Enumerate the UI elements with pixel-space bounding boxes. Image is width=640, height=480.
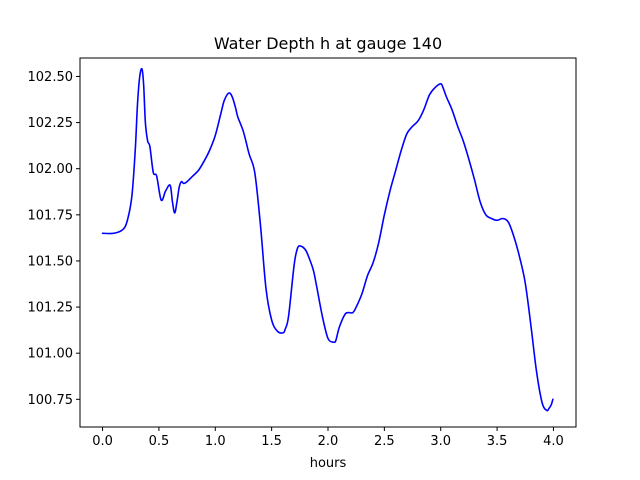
series-layer xyxy=(101,67,554,412)
x-tick-label: 3.0 xyxy=(430,434,451,449)
y-axis: 100.75 101.00 101.25 101.50 101.75 102.00 102.… xyxy=(28,70,80,408)
y-tick-label: 102.50 xyxy=(28,70,74,85)
y-tick-label: 102.25 xyxy=(28,116,74,131)
x-tick-label: 1.5 xyxy=(261,434,282,449)
y-tick-label: 100.75 xyxy=(28,393,74,408)
y-tick-label: 101.50 xyxy=(28,254,74,269)
x-tick-label: 0.5 xyxy=(149,434,170,449)
x-tick-label: 0.0 xyxy=(92,434,113,449)
y-tick-label: 101.25 xyxy=(28,301,74,316)
chart-title: Water Depth h at gauge 140 xyxy=(214,34,442,53)
y-tick-label: 102.00 xyxy=(28,162,74,177)
x-axis-label: hours xyxy=(310,456,347,471)
x-tick-label: 2.5 xyxy=(374,434,395,449)
x-tick-label: 1.0 xyxy=(205,434,226,449)
x-tick-label: 3.5 xyxy=(487,434,508,449)
y-tick-label: 101.00 xyxy=(28,347,74,362)
x-tick-label: 2.0 xyxy=(318,434,339,449)
y-tick-label: 101.75 xyxy=(28,208,74,223)
series-line-0 xyxy=(101,67,554,412)
x-tick-label: 4.0 xyxy=(543,434,564,449)
x-axis: 0.0 0.5 1.0 1.5 2.0 2.5 3.0 3.5 4.0 xyxy=(92,427,564,449)
